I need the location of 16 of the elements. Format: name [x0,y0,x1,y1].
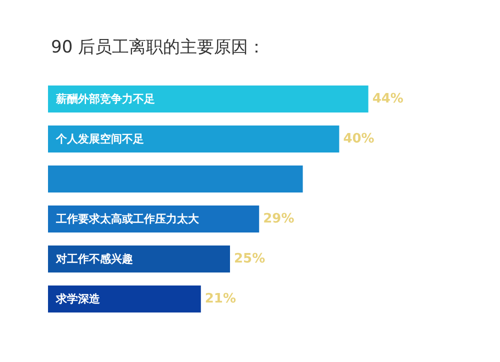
bar [48,246,230,272]
data-label: 44% [372,92,404,106]
data-label: 21% [204,292,236,306]
chart-title: 90 后员工离职的主要原因： [51,38,266,58]
bar [48,286,201,312]
data-label: 40% [343,132,374,146]
bar [48,166,303,192]
y-tick-label: 工作要求太高或工作压力太大 [55,212,200,226]
y-tick-label: 求学深造 [55,292,101,306]
data-label: 29% [263,212,294,226]
bar [48,126,340,152]
y-tick-label: 薪酬外部竞争力不足 [55,92,155,106]
data-label: 25% [234,252,266,266]
y-tick-label: 个人发展空间不足 [55,132,144,146]
bar [48,86,368,112]
y-tick-label: 对工作不感兴趣 [55,252,133,266]
